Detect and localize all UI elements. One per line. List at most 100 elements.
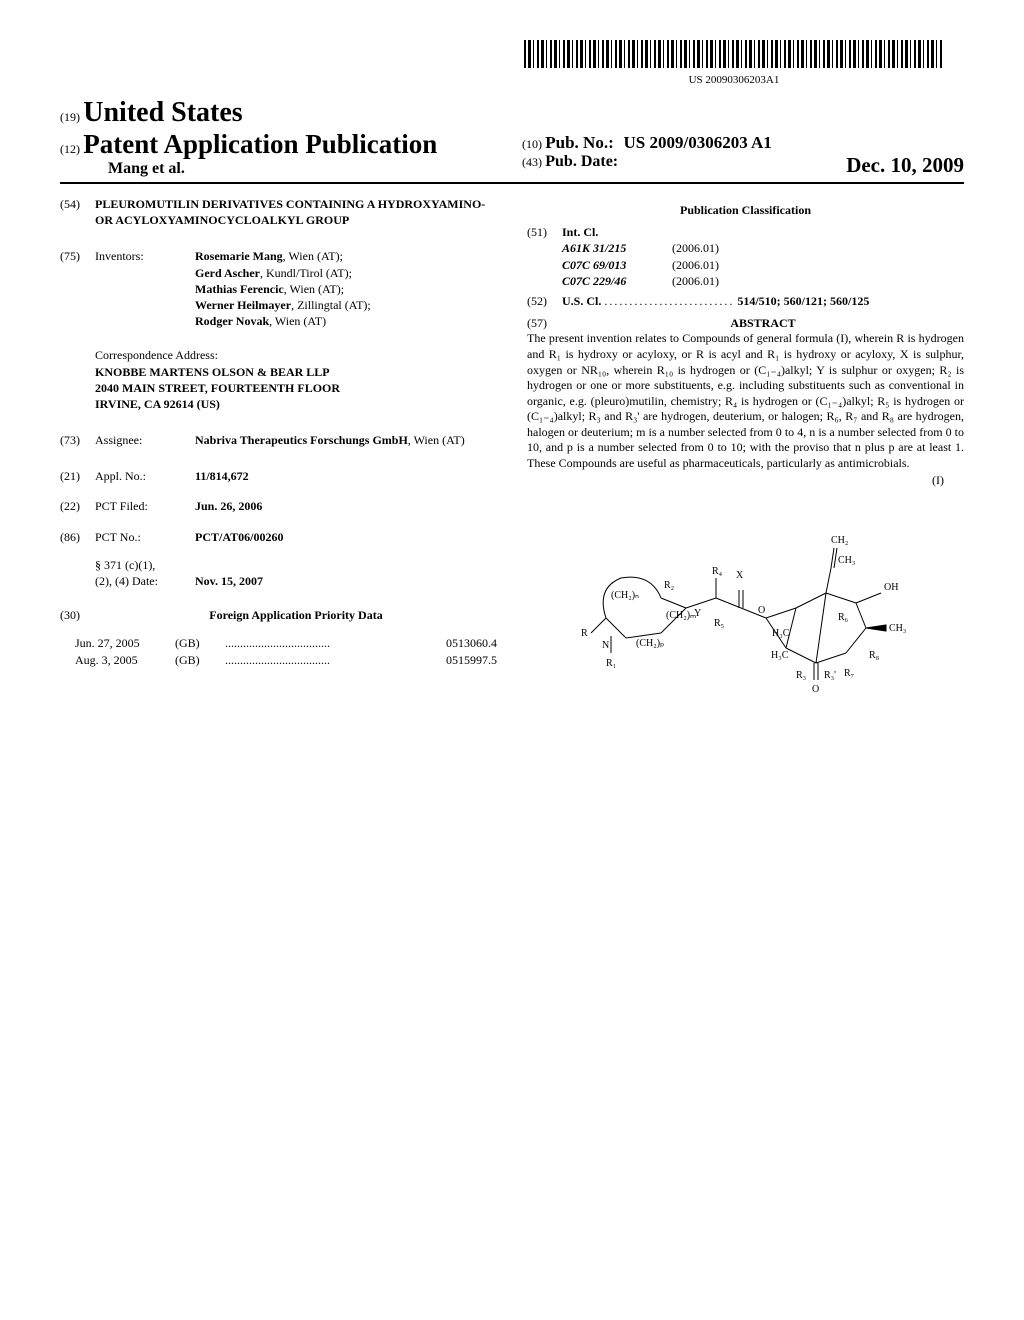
field-86-num: (86) — [60, 529, 95, 545]
chem-O: O — [758, 605, 765, 616]
priority-number: 0513060.4 — [417, 635, 497, 651]
inventor-name: Gerd Ascher — [195, 266, 260, 280]
assignee-loc: , Wien (AT) — [408, 433, 465, 447]
inventor-name: Mathias Ferencic — [195, 282, 284, 296]
assignee-label: Assignee: — [95, 432, 195, 448]
chem-R4: R₄ — [712, 566, 723, 577]
correspondence-line: 2040 MAIN STREET, FOURTEENTH FLOOR — [95, 380, 497, 396]
field-43-num: (43) — [522, 155, 542, 169]
field-30-num: (30) — [60, 607, 95, 623]
intcl-code: A61K 31/215 — [562, 240, 672, 256]
pubno: US 2009/0306203 A1 — [623, 133, 771, 152]
chem-R: R — [581, 628, 588, 639]
chem-R2: R₂ — [664, 580, 674, 591]
field-75-num: (75) — [60, 248, 95, 329]
chem-R5: R₅ — [714, 618, 724, 629]
chem-H3C: H₃C — [772, 628, 790, 639]
chem-CH2n: (CH₂)ₙ — [611, 590, 639, 601]
chem-CH2p: (CH₂)ₚ — [636, 638, 664, 649]
pct-filed-label: PCT Filed: — [95, 498, 195, 514]
chem-O-2: O — [812, 684, 819, 695]
chem-H3C-2: H₃C — [771, 650, 789, 661]
country: United States — [83, 97, 242, 128]
priority-number: 0515997.5 — [417, 652, 497, 668]
field-57-num: (57) — [527, 315, 562, 331]
chem-R7: R₇ — [844, 668, 854, 679]
chem-CH3: CH₃ — [838, 555, 855, 566]
barcode-graphic — [524, 40, 944, 68]
inventors-list: Rosemarie Mang, Wien (AT); Gerd Ascher, … — [195, 248, 497, 329]
field-52-num: (52) — [527, 293, 562, 309]
main-content: (54) PLEUROMUTILIN DERIVATIVES CONTAININ… — [60, 196, 964, 702]
field-54-num: (54) — [60, 196, 95, 228]
priority-date: Jun. 27, 2005 — [75, 635, 175, 651]
correspondence-label: Correspondence Address: — [95, 347, 497, 363]
invention-title: PLEUROMUTILIN DERIVATIVES CONTAINING A H… — [95, 196, 497, 228]
field-51-num: (51) — [527, 224, 562, 240]
chem-OH: OH — [884, 582, 898, 593]
pubdate: Dec. 10, 2009 — [846, 153, 964, 178]
authors-header: Mang et al. — [60, 160, 502, 178]
intcl-version: (2006.01) — [672, 240, 719, 256]
patent-page: US 20090306203A1 (19) United States (12)… — [0, 0, 1024, 722]
publication-type: Patent Application Publication — [83, 129, 437, 159]
chem-CH2: CH₂ — [831, 535, 848, 546]
chem-X: X — [736, 570, 744, 581]
barcode-section: US 20090306203A1 — [60, 40, 964, 87]
priority-date: Aug. 3, 2005 — [75, 652, 175, 668]
correspondence-line: KNOBBE MARTENS OLSON & BEAR LLP — [95, 364, 497, 380]
priority-country: (GB) — [175, 635, 225, 651]
chem-R6: R₆ — [838, 612, 849, 623]
correspondence-line: IRVINE, CA 92614 (US) — [95, 396, 497, 412]
pubno-label: Pub. No.: — [545, 133, 613, 152]
chem-R1: R₁ — [606, 658, 616, 669]
intcl-version: (2006.01) — [672, 257, 719, 273]
pct-filed: Jun. 26, 2006 — [195, 498, 497, 514]
field-19-num: (19) — [60, 110, 80, 124]
chemical-formula-svg: R N R₁ R₂ (CH₂)ₙ (CH₂)ₚ (CH₂)ₘ Y R₄ X R₅… — [576, 518, 916, 698]
chem-CH2m: (CH₂)ₘ — [666, 610, 696, 621]
chem-R3p: R₃' — [824, 670, 836, 681]
inventor-loc: , Wien (AT) — [269, 314, 326, 328]
s371-date: Nov. 15, 2007 — [195, 573, 263, 589]
inventor-name: Rosemarie Mang — [195, 249, 283, 263]
inventor-loc: , Zillingtal (AT); — [291, 298, 371, 312]
formula-label: (I) — [527, 472, 964, 488]
pctno-label: PCT No.: — [95, 529, 195, 545]
applno-label: Appl. No.: — [95, 468, 195, 484]
barcode-number: US 20090306203A1 — [524, 74, 944, 86]
applno: 11/814,672 — [195, 468, 497, 484]
uscl-values: 514/510; 560/121; 560/125 — [737, 294, 869, 308]
intcl-version: (2006.01) — [672, 273, 719, 289]
field-12-num: (12) — [60, 142, 80, 156]
field-73-num: (73) — [60, 432, 95, 448]
uscl-label: U.S. Cl. — [562, 294, 601, 308]
chem-R3: R₃ — [796, 670, 806, 681]
inventor-loc: , Wien (AT); — [283, 249, 343, 263]
assignee-name: Nabriva Therapeutics Forschungs GmbH — [195, 433, 408, 447]
dots: ................................... — [225, 635, 417, 651]
s371-line1: § 371 (c)(1), — [95, 557, 497, 573]
inventor-loc: , Kundl/Tirol (AT); — [260, 266, 352, 280]
inventor-name: Werner Heilmayer — [195, 298, 291, 312]
chem-Y: Y — [694, 608, 701, 619]
pctno: PCT/AT06/00260 — [195, 529, 497, 545]
priority-title: Foreign Application Priority Data — [95, 607, 497, 623]
chem-N: N — [602, 640, 609, 651]
intcl-code: C07C 69/013 — [562, 257, 672, 273]
inventors-label: Inventors: — [95, 248, 195, 329]
abstract-text: The present invention relates to Compoun… — [527, 331, 964, 471]
chemical-structure: R N R₁ R₂ (CH₂)ₙ (CH₂)ₚ (CH₂)ₘ Y R₄ X R₅… — [527, 518, 964, 702]
header: (19) United States (12) Patent Applicati… — [60, 97, 964, 184]
dots: .......................... — [604, 294, 734, 308]
field-21-num: (21) — [60, 468, 95, 484]
chem-CH3-2: CH₃ — [889, 623, 906, 634]
chem-R8: R₈ — [869, 650, 880, 661]
intcl-code: C07C 229/46 — [562, 273, 672, 289]
field-10-num: (10) — [522, 137, 542, 151]
priority-country: (GB) — [175, 652, 225, 668]
inventor-name: Rodger Novak — [195, 314, 269, 328]
intcl-label: Int. Cl. — [562, 224, 598, 240]
inventor-loc: , Wien (AT); — [284, 282, 344, 296]
pubdate-label: Pub. Date: — [545, 153, 618, 170]
